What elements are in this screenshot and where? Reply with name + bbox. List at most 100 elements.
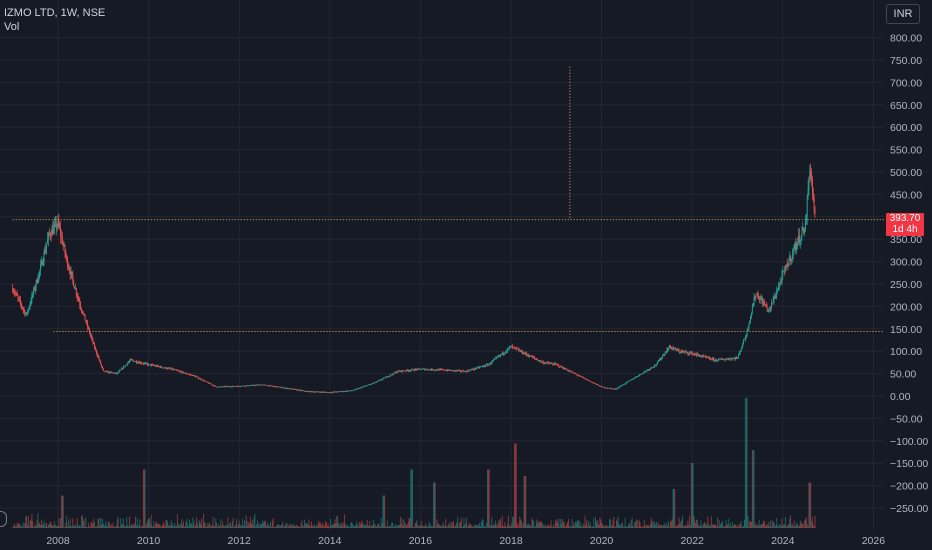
candle-body	[38, 273, 40, 280]
candle-body	[616, 387, 618, 389]
candle-body	[266, 385, 268, 387]
candle-body	[342, 391, 344, 392]
volume-bar	[554, 526, 556, 528]
candle-body	[570, 371, 572, 373]
volume-bar	[318, 520, 319, 528]
volume-bar	[54, 521, 55, 528]
candle-body	[653, 366, 655, 368]
candle-body	[789, 255, 791, 261]
candle-body	[762, 300, 764, 305]
volume-bar	[246, 520, 248, 528]
candle-body	[156, 365, 158, 367]
candle-body	[761, 298, 763, 301]
candle-body	[385, 376, 387, 378]
price-axis[interactable]: 800.00750.00700.00650.00600.00550.00500.…	[890, 33, 928, 515]
candle-body	[210, 383, 211, 385]
volume-bar	[383, 495, 385, 528]
volume-bar	[401, 518, 403, 528]
candle-body	[695, 354, 697, 356]
candle-body	[400, 370, 402, 372]
volume-bar	[599, 517, 601, 528]
candle-body	[562, 367, 564, 369]
volume-bar	[665, 522, 667, 528]
candle-body	[233, 386, 235, 387]
volume-bar	[693, 515, 695, 528]
volume-bar	[716, 526, 718, 528]
candle-body	[514, 347, 516, 349]
volume-bar	[814, 515, 816, 528]
candle-body	[522, 353, 524, 354]
candle-body	[455, 370, 457, 371]
candle-body	[274, 386, 276, 388]
candle-body	[416, 369, 418, 370]
candle-body	[683, 351, 685, 353]
volume-bar	[122, 523, 123, 528]
candle-body	[750, 316, 752, 322]
volume-bar	[24, 523, 26, 528]
candle-body	[779, 281, 781, 283]
volume-bar	[639, 521, 641, 528]
candle-body	[501, 352, 503, 355]
volume-bar	[795, 526, 797, 528]
candle-body	[505, 351, 507, 353]
volume-bar	[320, 523, 322, 528]
volume-bar	[560, 518, 562, 528]
volume-label[interactable]: Vol	[4, 21, 20, 33]
candle-body	[693, 353, 695, 355]
volume-bar	[573, 522, 575, 528]
candle-body	[57, 219, 59, 226]
volume-bar	[171, 522, 173, 528]
price-tick-label: 200.00	[890, 301, 922, 313]
candle-body	[357, 388, 359, 390]
volume-bar	[662, 526, 664, 528]
volume-bar	[252, 524, 254, 528]
volume-bar	[697, 525, 699, 528]
candle-body	[737, 354, 739, 358]
candle-body	[196, 376, 197, 378]
candle-body	[36, 280, 38, 283]
candle-body	[308, 391, 310, 393]
volume-bar	[374, 523, 376, 528]
volume-bar	[81, 515, 83, 528]
candle-body	[807, 189, 809, 199]
volume-bar	[114, 526, 116, 528]
candle-body	[363, 386, 365, 388]
candle-body	[344, 391, 346, 392]
volume-bar	[163, 524, 165, 528]
volume-bar	[349, 526, 351, 528]
volume-bar	[322, 522, 324, 528]
currency-button[interactable]: INR	[886, 4, 920, 24]
candle-body	[72, 274, 74, 280]
candle-body	[231, 386, 233, 387]
candle-body	[353, 389, 355, 391]
candle-body	[483, 365, 485, 367]
candle-body	[424, 368, 426, 371]
symbol-title[interactable]: IZMO LTD, 1W, NSE	[4, 7, 106, 19]
volume-bar	[614, 526, 616, 528]
chart-legend: IZMO LTD, 1W, NSE Vol	[4, 6, 105, 34]
volume-bar	[329, 526, 331, 528]
candle-body	[669, 345, 671, 348]
candle-body	[507, 348, 509, 349]
candle-body	[88, 328, 90, 333]
candle-body	[194, 375, 196, 377]
time-axis[interactable]: 2008 2010 2012 2014 2016 2018 2020 2022 2024 2026	[46, 535, 885, 547]
volume-bar	[636, 520, 638, 528]
candle-body	[764, 305, 766, 306]
volume-bar	[314, 526, 316, 528]
volume-bar	[445, 518, 447, 528]
candle-body	[519, 350, 521, 352]
volume-bar	[40, 525, 42, 528]
volume-bar	[197, 526, 199, 528]
candle-body	[496, 357, 498, 358]
volume-bar	[656, 526, 658, 528]
volume-bar	[785, 526, 787, 528]
candle-body	[780, 281, 782, 283]
candle-body	[520, 350, 522, 352]
volume-bar	[744, 398, 746, 528]
candle-body	[377, 381, 379, 382]
candle-body	[724, 359, 726, 360]
candle-body	[301, 390, 303, 392]
candle-body	[80, 305, 82, 309]
